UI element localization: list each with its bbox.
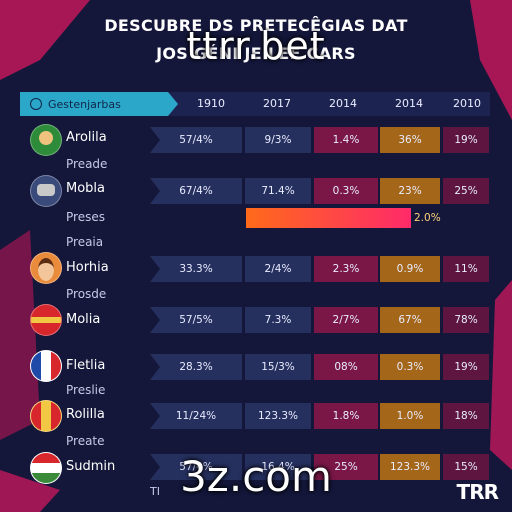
column-header-5[interactable]: 2010 — [453, 97, 481, 110]
cell-arrow — [150, 127, 160, 153]
page-title-line-1: DESCUBRE DS PRETECÊGIAS DAT — [104, 16, 408, 35]
country-sub: Preslie — [66, 383, 106, 397]
table-cell: 16.4% — [245, 454, 311, 480]
cell-arrow — [150, 403, 160, 429]
country-name: Molia — [66, 312, 101, 327]
decor-shape-bottom-left — [0, 470, 60, 512]
table-cell: 15% — [443, 454, 489, 480]
table-cell: 0.3% — [380, 354, 440, 380]
settings-circle-icon — [30, 98, 42, 110]
cell-arrow — [150, 256, 160, 282]
cell-arrow — [150, 454, 160, 480]
table-cell: 67/4% — [150, 178, 242, 204]
table-cell: 2.3% — [314, 256, 378, 282]
table-cell: 2/4% — [245, 256, 311, 282]
table-cell: 08% — [314, 354, 378, 380]
table-cell: 28.3% — [150, 354, 242, 380]
avatar-mobla — [30, 175, 62, 207]
table-cell: 11% — [443, 256, 489, 282]
country-name: Mobla — [66, 181, 105, 196]
highlight-bar — [246, 208, 411, 228]
table-cell: 71.4% — [245, 178, 311, 204]
cell-arrow — [150, 354, 160, 380]
decor-shape-left — [0, 230, 40, 440]
country-name: Rolilla — [66, 407, 105, 422]
header-label: Gestenjarbas — [48, 97, 121, 111]
avatar-fletlia — [30, 350, 62, 382]
column-header-1[interactable]: 1910 — [197, 97, 225, 110]
table-cell: 7.3% — [245, 307, 311, 333]
column-header-2[interactable]: 2017 — [263, 97, 291, 110]
watermark-top: ttrr.bet — [186, 24, 326, 68]
table-cell: 1.8% — [314, 403, 378, 429]
table-cell: 57/4% — [150, 127, 242, 153]
table-cell: 15/3% — [245, 354, 311, 380]
table-cell: 19% — [443, 354, 489, 380]
country-name: Sudmin — [66, 459, 116, 474]
table-cell: 9/3% — [245, 127, 311, 153]
table-cell: 123.3% — [245, 403, 311, 429]
cell-arrow — [150, 307, 160, 333]
cell-arrow — [150, 178, 160, 204]
table-cell: 0.9% — [380, 256, 440, 282]
table-cell: 18% — [443, 403, 489, 429]
page-title-line-2: JOS GÉNI JE LEE CARS — [156, 44, 356, 63]
country-sub: Preate — [66, 434, 105, 448]
table-cell: 57/5% — [150, 307, 242, 333]
highlight-bar-label: 2.0% — [414, 212, 441, 224]
table-cell: 19% — [443, 127, 489, 153]
avatar-rolilla — [30, 400, 62, 432]
avatar-arolila — [30, 124, 62, 156]
country-name: Horhia — [66, 260, 109, 275]
decor-shape-top-left — [0, 0, 90, 80]
table-cell: 2/7% — [314, 307, 378, 333]
column-header-3[interactable]: 2014 — [329, 97, 357, 110]
table-cell: 0.3% — [314, 178, 378, 204]
table-header: Gestenjarbas 1910 2017 2014 2014 2010 — [20, 92, 490, 116]
table-cell: 11/24% — [150, 403, 242, 429]
footer-text: TI — [150, 485, 160, 498]
table-cell: 33.3% — [150, 256, 242, 282]
country-sub: Preade — [66, 157, 108, 171]
country-sub: Prosde — [66, 287, 107, 301]
table-cell: 78% — [443, 307, 489, 333]
table-cell: 1.4% — [314, 127, 378, 153]
country-sub: Preses — [66, 210, 105, 224]
decor-shape-right — [490, 280, 512, 470]
watermark-bottom: 3z.com — [180, 452, 332, 501]
table-cell: 123.3% — [380, 454, 440, 480]
table-cell: 57/4% — [150, 454, 242, 480]
table-cell: 25% — [314, 454, 378, 480]
country-sub: Preaia — [66, 235, 104, 249]
table-cell: 25% — [443, 178, 489, 204]
decor-shape-top-right — [470, 0, 512, 120]
country-name: Fletlia — [66, 358, 106, 373]
table-cell: 36% — [380, 127, 440, 153]
table-cell: 67% — [380, 307, 440, 333]
table-cell: 1.0% — [380, 403, 440, 429]
table-cell: 23% — [380, 178, 440, 204]
column-header-4[interactable]: 2014 — [395, 97, 423, 110]
avatar-horhia — [30, 252, 62, 284]
avatar-sudmin — [30, 452, 62, 484]
header-tab[interactable]: Gestenjarbas — [20, 92, 178, 116]
avatar-molia — [30, 304, 62, 336]
trr-logo: TRR — [456, 480, 499, 504]
country-name: Arolila — [66, 130, 107, 145]
